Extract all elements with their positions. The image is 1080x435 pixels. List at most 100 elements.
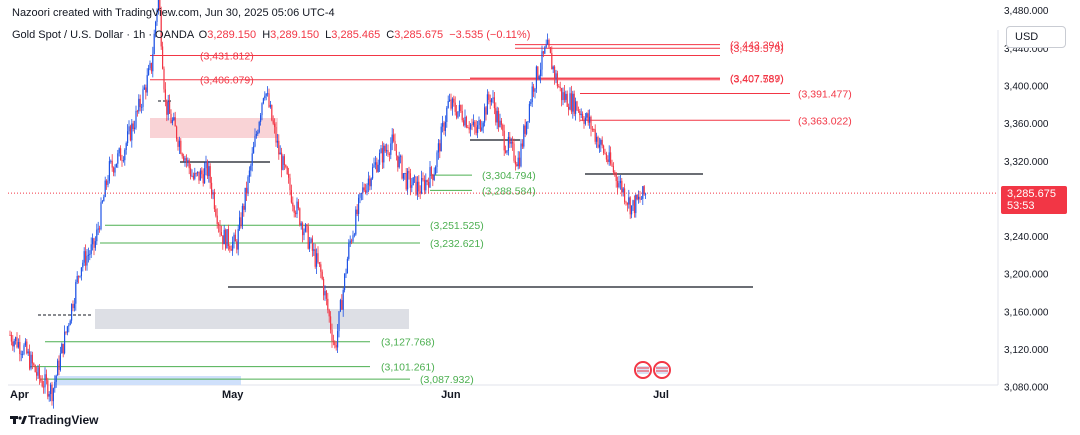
resistance-level-label: (3,406.079) xyxy=(200,75,254,87)
us-event-flag[interactable] xyxy=(653,361,671,379)
candle xyxy=(12,334,14,351)
candle xyxy=(327,292,329,314)
candle xyxy=(72,300,74,312)
candle xyxy=(440,123,442,152)
candle xyxy=(486,89,488,115)
candle xyxy=(121,154,123,167)
candle xyxy=(300,221,302,230)
candle xyxy=(29,344,31,371)
current-price-tag: 3,285.675 53:53 xyxy=(1001,186,1067,215)
candle xyxy=(103,194,105,202)
candle xyxy=(41,375,43,388)
candle xyxy=(640,195,642,200)
us-event-flag[interactable] xyxy=(634,361,652,379)
candle xyxy=(69,319,71,326)
candle xyxy=(618,175,620,189)
candle xyxy=(542,51,544,58)
candle xyxy=(286,165,288,175)
candle xyxy=(73,297,75,312)
candle xyxy=(71,303,73,324)
candle xyxy=(269,100,271,109)
candle xyxy=(439,139,441,159)
candle xyxy=(626,202,628,212)
candle xyxy=(146,68,148,96)
candle xyxy=(572,90,574,119)
candle xyxy=(429,161,431,188)
candle xyxy=(64,325,66,355)
candle xyxy=(198,171,200,184)
candle xyxy=(589,109,591,129)
candle xyxy=(307,223,309,250)
candle xyxy=(456,105,458,120)
candle xyxy=(598,137,600,153)
candle xyxy=(31,351,33,370)
currency-button[interactable]: USD xyxy=(1006,26,1066,48)
structure-levels xyxy=(38,100,753,316)
candle xyxy=(512,136,514,151)
candle xyxy=(507,131,509,156)
candle xyxy=(577,106,579,113)
candle xyxy=(503,124,505,156)
candle xyxy=(479,119,481,133)
candle xyxy=(629,196,631,219)
candle xyxy=(26,338,28,355)
candle xyxy=(337,323,339,354)
candle xyxy=(40,375,42,383)
candle xyxy=(584,112,586,126)
candle xyxy=(194,167,196,181)
candle xyxy=(24,338,26,348)
candle xyxy=(211,176,213,199)
candle xyxy=(540,62,542,84)
price-tick-label: 3,200.000 xyxy=(1004,270,1049,281)
candle xyxy=(325,290,327,306)
candle xyxy=(101,200,103,204)
candle xyxy=(621,178,623,197)
candle xyxy=(498,107,500,132)
candle xyxy=(104,176,106,198)
candle xyxy=(437,139,439,160)
candle xyxy=(356,204,358,217)
candle xyxy=(351,238,353,245)
candle xyxy=(174,111,176,127)
candle xyxy=(230,245,232,251)
resistance-level-label: (3,407.587) xyxy=(730,73,784,85)
candle xyxy=(96,223,98,245)
candle xyxy=(279,145,281,155)
candle xyxy=(457,111,459,119)
candle xyxy=(526,121,528,136)
candle xyxy=(579,109,581,122)
candle xyxy=(408,166,410,180)
candle xyxy=(393,128,395,143)
candle xyxy=(45,369,47,385)
price-tick-label: 3,120.000 xyxy=(1004,345,1049,356)
candle xyxy=(622,187,624,197)
candle xyxy=(218,222,220,233)
candle xyxy=(345,268,347,278)
candle xyxy=(590,115,592,137)
low-zone xyxy=(55,376,241,385)
candle xyxy=(36,367,38,381)
candle xyxy=(615,172,617,188)
candle xyxy=(93,237,95,256)
candle xyxy=(506,149,508,155)
candle xyxy=(398,151,400,169)
candle xyxy=(330,311,332,334)
candle xyxy=(38,363,40,385)
candle xyxy=(614,170,616,177)
candle xyxy=(562,87,564,106)
candle xyxy=(594,124,596,145)
candle xyxy=(191,169,193,178)
candle xyxy=(237,224,239,256)
candle xyxy=(346,256,348,274)
attribution-text: Nazoori created with TradingView.com, Ju… xyxy=(12,7,335,19)
candle xyxy=(324,285,326,301)
low-label: L xyxy=(325,29,332,41)
candle xyxy=(156,8,158,26)
candle xyxy=(255,130,257,139)
candle xyxy=(321,269,323,281)
resistance-level-label: (3,439.579) xyxy=(730,43,784,55)
candle xyxy=(513,138,515,163)
candle xyxy=(475,120,477,136)
candle xyxy=(54,375,56,393)
